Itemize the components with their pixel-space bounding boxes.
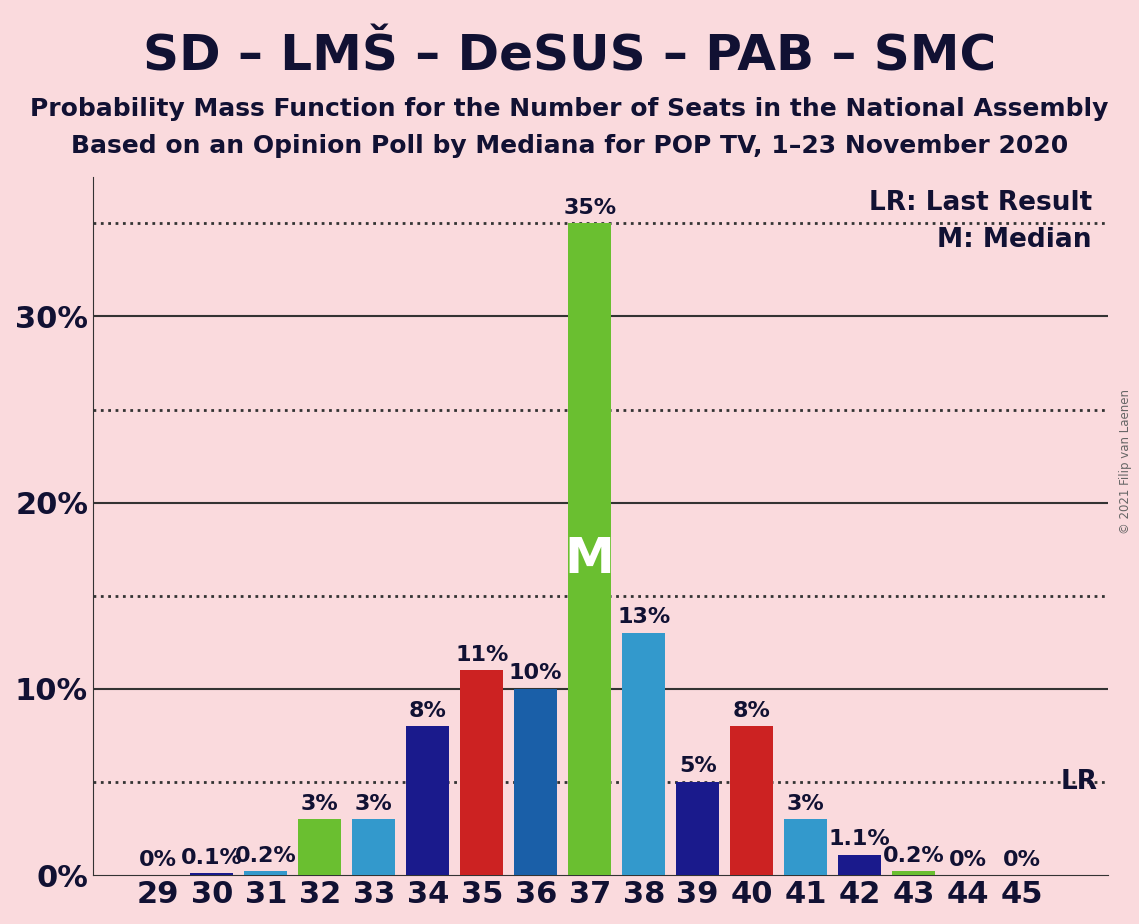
Text: 0%: 0% — [139, 849, 177, 869]
Text: 8%: 8% — [409, 700, 446, 721]
Bar — [677, 782, 720, 875]
Bar — [352, 820, 395, 875]
Text: 3%: 3% — [787, 794, 825, 814]
Text: 8%: 8% — [732, 700, 771, 721]
Bar — [298, 820, 342, 875]
Text: LR: Last Result: LR: Last Result — [869, 189, 1092, 215]
Text: 0.2%: 0.2% — [883, 845, 944, 866]
Bar — [568, 224, 612, 875]
Bar — [730, 726, 773, 875]
Text: 10%: 10% — [509, 663, 563, 684]
Text: Probability Mass Function for the Number of Seats in the National Assembly: Probability Mass Function for the Number… — [31, 97, 1108, 121]
Bar — [622, 633, 665, 875]
Text: Based on an Opinion Poll by Mediana for POP TV, 1–23 November 2020: Based on an Opinion Poll by Mediana for … — [71, 134, 1068, 158]
Text: 0%: 0% — [949, 849, 986, 869]
Bar — [892, 871, 935, 875]
Text: © 2021 Filip van Laenen: © 2021 Filip van Laenen — [1118, 390, 1132, 534]
Text: M: Median: M: Median — [937, 227, 1092, 253]
Bar — [244, 871, 287, 875]
Text: M: M — [565, 534, 615, 582]
Bar — [838, 855, 882, 875]
Bar — [784, 820, 827, 875]
Text: 5%: 5% — [679, 757, 716, 776]
Text: 3%: 3% — [301, 794, 338, 814]
Bar — [460, 670, 503, 875]
Bar — [514, 689, 557, 875]
Text: SD – LMŠ – DeSUS – PAB – SMC: SD – LMŠ – DeSUS – PAB – SMC — [142, 32, 997, 80]
Text: 1.1%: 1.1% — [829, 829, 891, 849]
Text: LR: LR — [1060, 769, 1097, 795]
Text: 13%: 13% — [617, 607, 671, 627]
Text: 11%: 11% — [456, 645, 508, 664]
Bar — [190, 873, 233, 875]
Text: 3%: 3% — [355, 794, 393, 814]
Bar — [407, 726, 450, 875]
Text: 0.2%: 0.2% — [235, 845, 296, 866]
Text: 0.1%: 0.1% — [181, 847, 243, 868]
Text: 0%: 0% — [1002, 849, 1041, 869]
Text: 35%: 35% — [563, 198, 616, 218]
